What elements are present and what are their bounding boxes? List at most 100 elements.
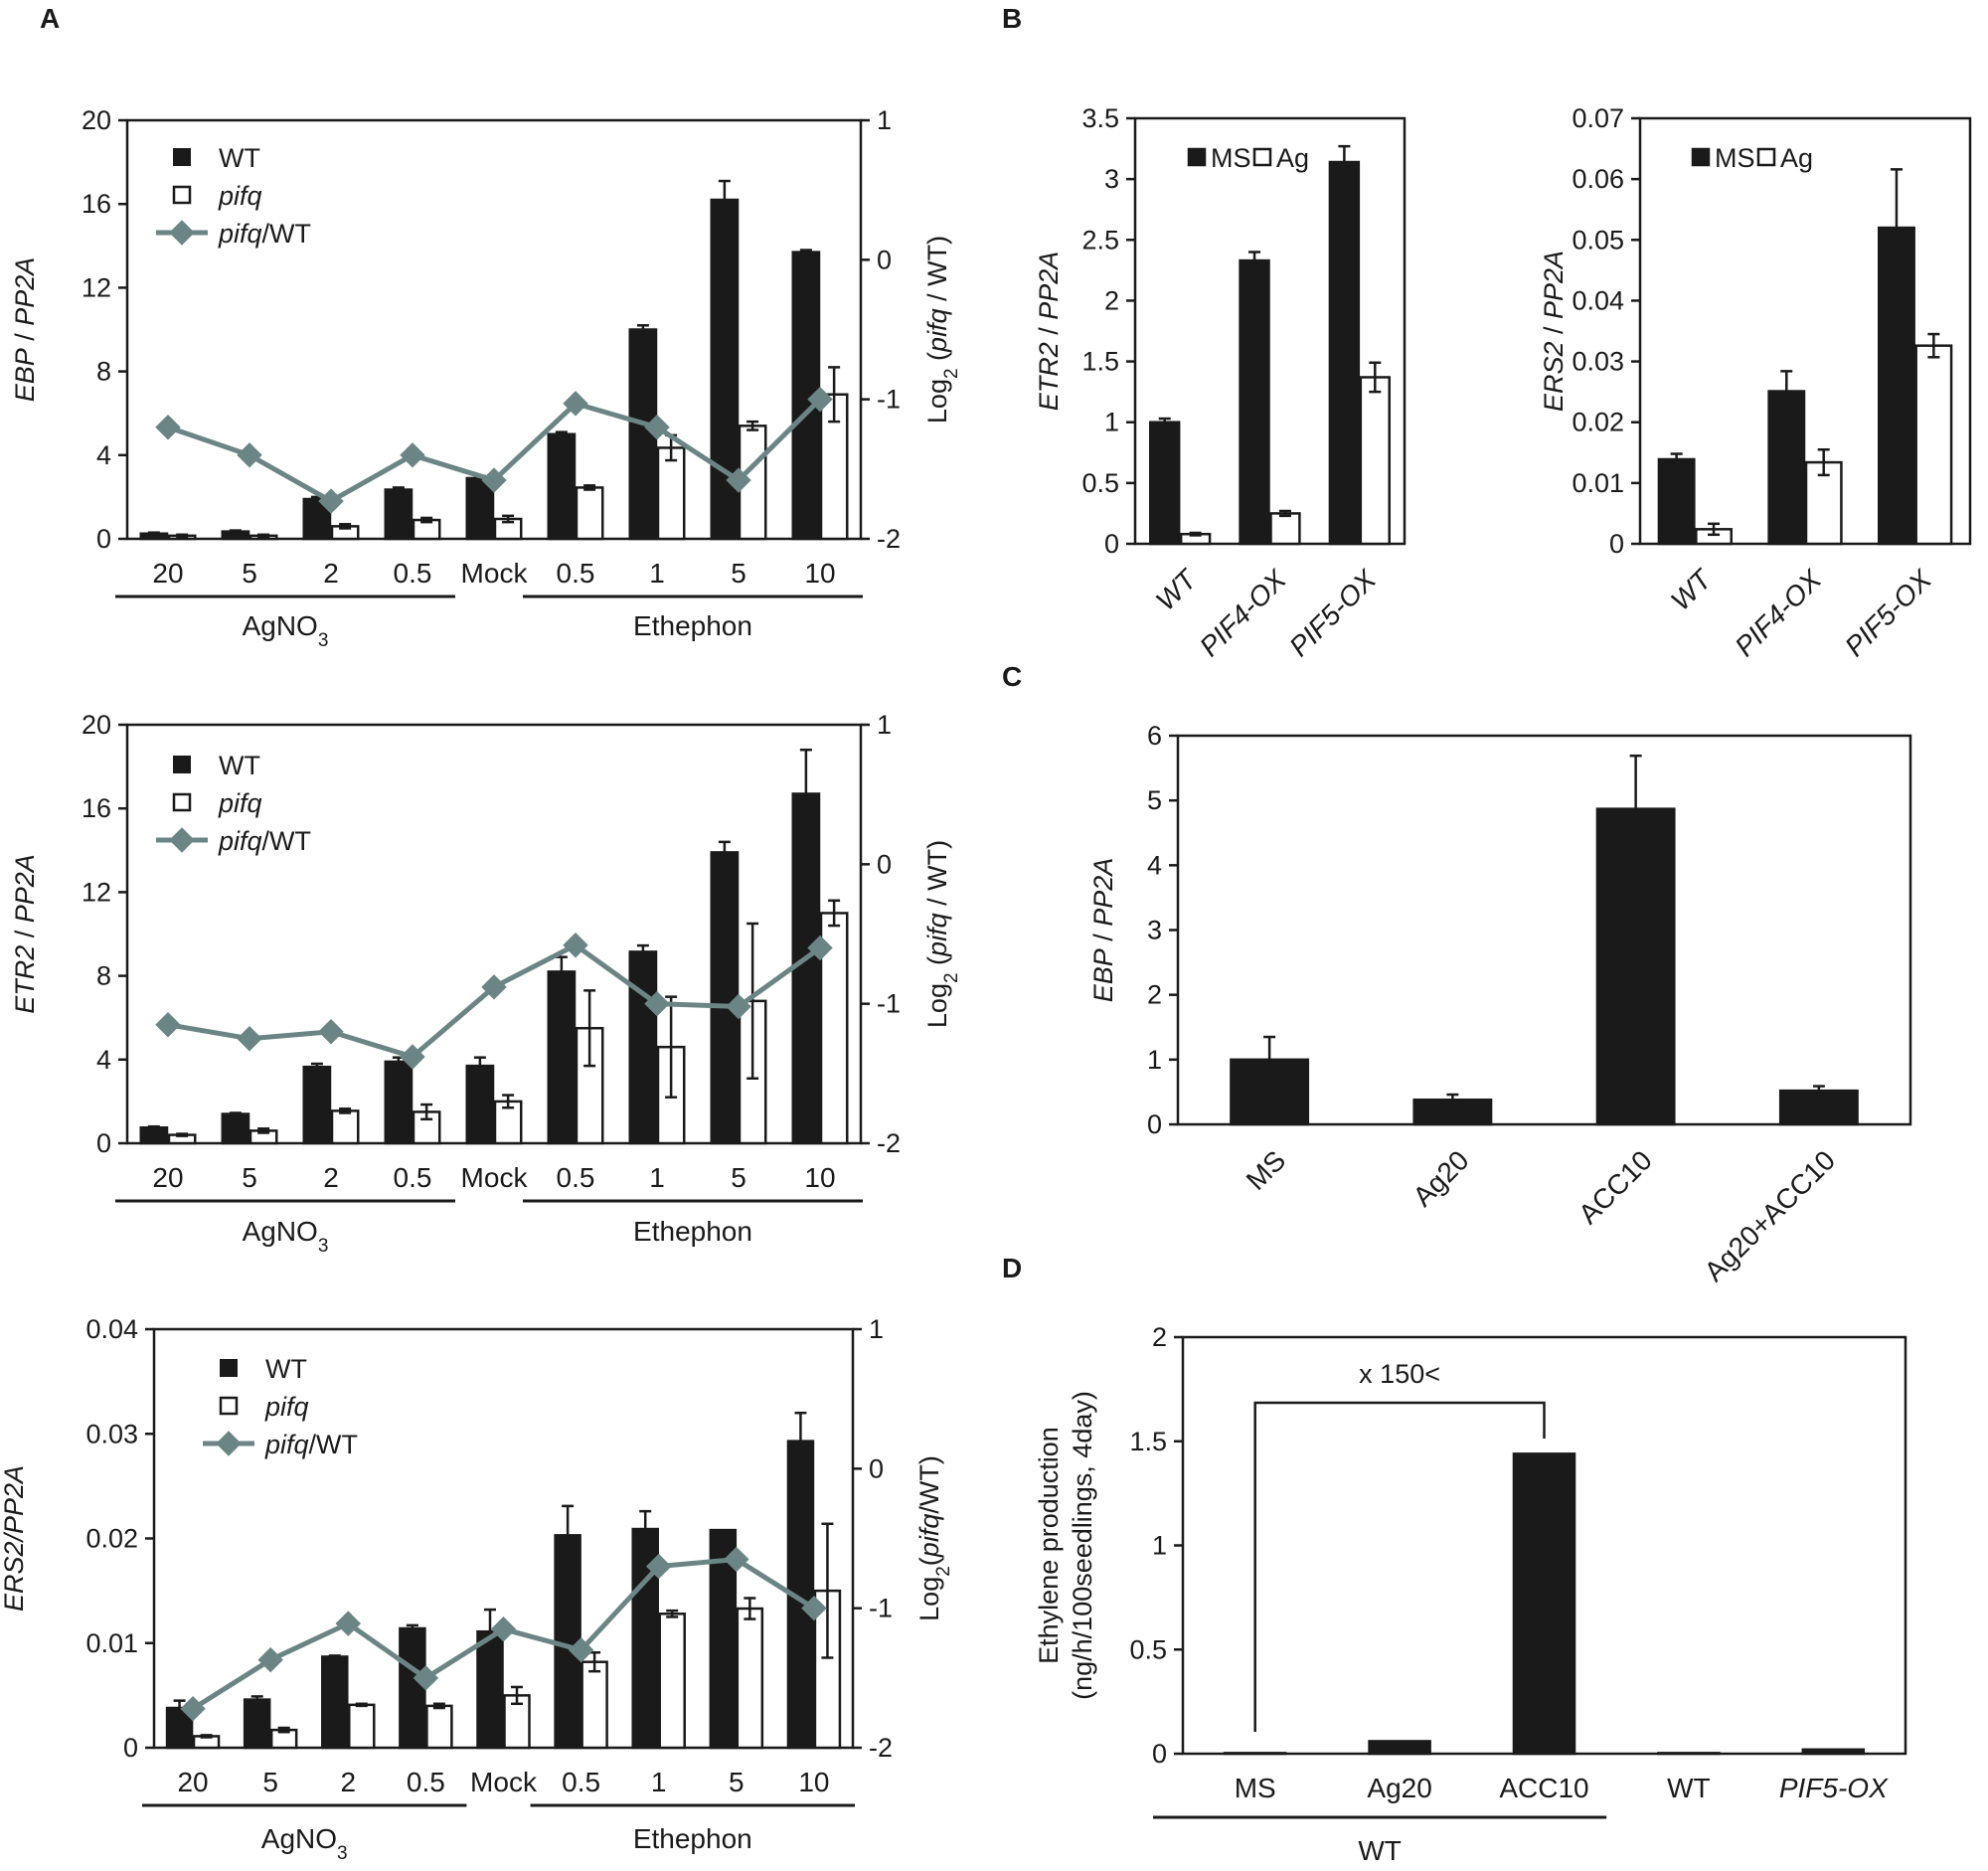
chart-d-category-label: MS <box>1235 1773 1276 1803</box>
chart-a3-group-label: Ethephon <box>633 1823 752 1854</box>
chart-a2-bar-wt <box>465 1064 495 1145</box>
chart-c-ylabel: EBP / PP2A <box>1088 858 1118 1003</box>
chart-b1-ytick-label: 2 <box>1104 285 1119 315</box>
chart-a2-category-label: 10 <box>804 1162 835 1193</box>
chart-a1-ratio-point <box>318 488 344 514</box>
chart-b1-bar-ms <box>1239 258 1270 546</box>
chart-b2-bar-ag <box>1914 344 1953 546</box>
chart-c: 0 1 2 3 4 5 6 MS Ag20 ACC10 Ag20+ACC10 EBP / PP2A <box>1088 721 1912 1287</box>
chart-a2-ratio-point <box>318 1019 344 1045</box>
chart-a2-category-label: 2 <box>323 1162 339 1193</box>
chart-a2-legend-swatch-filled <box>173 756 191 773</box>
chart-a1-ytick-label: 16 <box>82 189 111 219</box>
chart-b1-legend-swatch-open <box>1252 147 1272 167</box>
chart-d-bar-ethylene-production <box>1657 1752 1721 1756</box>
chart-c-bar-ebp-pp2a <box>1230 1058 1310 1126</box>
chart-a2-legend: WT pifq pifq/WT <box>156 751 311 856</box>
chart-a3-bar-wt <box>243 1698 271 1750</box>
chart-a1-legend: WT pifq pifq/WT <box>156 143 311 249</box>
chart-a1-ytick-label: 8 <box>96 357 111 387</box>
chart-a3-group-label: AgNO3 <box>261 1823 348 1864</box>
chart-a2-group-label: Ethephon <box>633 1216 752 1247</box>
chart-c-ytick-label: 2 <box>1147 980 1162 1010</box>
chart-a1-bar-wt <box>547 432 577 541</box>
chart-a3-legend-swatch-filled <box>220 1359 238 1377</box>
chart-a3-category-label: 2 <box>340 1767 356 1797</box>
chart-a1-category-label: 10 <box>804 558 835 589</box>
chart-c-ytick-label: 6 <box>1147 721 1162 751</box>
chart-a3-bar-wt <box>476 1629 504 1750</box>
chart-a2-y2tick-label: -1 <box>877 989 901 1019</box>
chart-b2-ytick-label: 0.01 <box>1572 468 1624 498</box>
chart-a1-category-label: 2 <box>323 558 339 589</box>
chart-d-annotation-bracket <box>1253 1401 1546 1732</box>
chart-a2-ratio-point <box>155 1011 181 1038</box>
chart-a1-y2tick-label: 0 <box>877 245 892 274</box>
chart-a2-bar-wt <box>139 1125 169 1145</box>
chart-b2-category-label: PIF5-OX <box>1839 563 1938 662</box>
chart-a3-y2tick-label: -1 <box>869 1594 893 1623</box>
chart-a2-y2tick-label: -2 <box>877 1128 901 1158</box>
chart-a3-category-label: 20 <box>177 1767 208 1797</box>
chart-b2-legend-label: Ag <box>1780 143 1813 173</box>
chart-a1-ytick-label: 0 <box>96 524 111 554</box>
chart-b2-ylabel: ERS2 / PP2A <box>1539 251 1569 412</box>
chart-b1-ytick-label: 0.5 <box>1081 468 1119 498</box>
chart-c-category-label: MS <box>1241 1144 1292 1196</box>
chart-b2-bar-ms <box>1767 390 1806 546</box>
chart-a1-y2label: Log2 (pifq / WT) <box>922 236 962 424</box>
panel-letter-d: D <box>1002 1253 1022 1283</box>
chart-a3-legend-label: pifq <box>264 1392 309 1422</box>
chart-d-annotation-text: x 150< <box>1359 1359 1440 1389</box>
chart-a1-ratio-point <box>155 415 181 440</box>
chart-a1-bar-wt <box>465 476 495 541</box>
chart-b2-category-label: WT <box>1665 563 1719 616</box>
chart-b1-category-label: PIF5-OX <box>1283 563 1383 662</box>
chart-a2-group-label: AgNO3 <box>243 1216 329 1257</box>
chart-a2-bar-wt <box>791 792 821 1145</box>
panel-letter-a: A <box>40 3 60 34</box>
chart-a1-legend-swatch-marker <box>169 220 195 246</box>
chart-a2-category-label: 0.5 <box>557 1162 595 1193</box>
chart-a3-category-label: 10 <box>798 1767 829 1797</box>
chart-a3-legend-swatch-marker <box>216 1431 242 1456</box>
chart-b2-legend-swatch-filled <box>1691 147 1711 167</box>
chart-a2-ratio-point <box>807 935 833 961</box>
chart-a3-bar-wt <box>709 1528 738 1750</box>
chart-a2-ratio-point <box>726 993 751 1020</box>
chart-b1-ytick-label: 2.5 <box>1081 225 1119 255</box>
chart-a1-category-label: Mock <box>461 558 529 589</box>
chart-a2-category-label: 1 <box>649 1162 665 1193</box>
chart-a3-y2tick-label: -2 <box>869 1733 893 1763</box>
chart-d-ytick-label: 0 <box>1152 1739 1167 1769</box>
chart-a2-category-label: Mock <box>461 1162 529 1193</box>
chart-a2-y2label: Log2 (pifq / WT) <box>922 840 962 1028</box>
chart-b2-ytick-label: 0.03 <box>1572 347 1624 377</box>
chart-a1-y2tick-label: -1 <box>877 385 901 415</box>
chart-d-bar-ethylene-production <box>1223 1752 1287 1756</box>
chart-c-ytick-label: 3 <box>1147 916 1162 945</box>
chart-b2-ytick-label: 0 <box>1609 529 1624 559</box>
chart-c-bar-ebp-pp2a <box>1595 807 1676 1126</box>
chart-d-category-label: WT <box>1667 1773 1711 1803</box>
chart-a3: 0 0.01 0.02 0.03 0.04 -2 -1 0 1 20 5 2 0.5 Mock 0.5 1 5 1… <box>0 1314 954 1864</box>
chart-a2-category-label: 20 <box>152 1162 183 1193</box>
chart-a1-category-label: 1 <box>649 558 665 589</box>
chart-b1-ylabel: ETR2 / PP2A <box>1034 252 1064 412</box>
chart-a2-ratio-point <box>644 990 670 1017</box>
chart-a1-ratio-point <box>563 391 588 417</box>
chart-a3-ytick-label: 0 <box>123 1733 138 1763</box>
chart-a2-legend-label: pifq/WT <box>218 826 311 856</box>
chart-a2-bar-pifq <box>330 1109 360 1145</box>
chart-b2-ytick-label: 0.05 <box>1572 225 1624 255</box>
chart-c-ytick-label: 0 <box>1147 1109 1162 1139</box>
chart-b2: 0 0.01 0.02 0.03 0.04 0.05 0.06 0.07 WT PIF4-OX PI… <box>1539 103 1972 662</box>
chart-a1-y2tick-label: 1 <box>877 105 892 135</box>
chart-a3-legend-swatch-open <box>219 1396 239 1416</box>
chart-a3-ytick-label: 0.03 <box>85 1419 138 1448</box>
chart-a3-category-label: 0.5 <box>562 1767 600 1797</box>
chart-a3-bar-pifq <box>658 1613 686 1750</box>
chart-b2-legend: MS Ag <box>1691 143 1813 173</box>
chart-a3-category-label: 5 <box>262 1767 278 1797</box>
chart-a3-category-label: Mock <box>470 1767 538 1797</box>
